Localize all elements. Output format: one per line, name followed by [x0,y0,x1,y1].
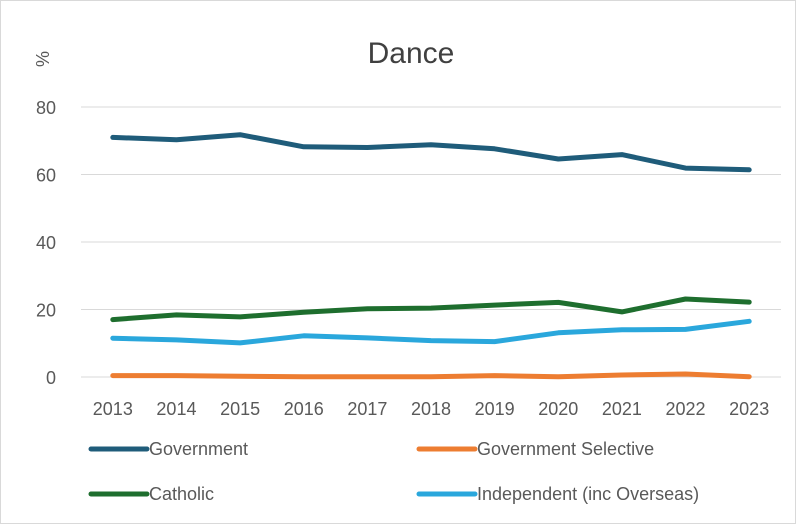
y-tick-label: 60 [36,166,56,186]
legend: Government Government Selective Catholic In… [88,439,699,504]
series-line-0 [110,132,752,173]
x-tick-label: 2020 [538,399,578,419]
legend-label: Government [149,439,248,459]
x-tick-label: 2016 [284,399,324,419]
legend-label: Catholic [149,484,214,504]
series-line-3 [110,318,752,346]
y-axis-label: % [33,51,53,67]
legend-item: Government Selective [416,439,654,459]
legend-item: Catholic [88,484,214,504]
series-line-2 [110,296,752,323]
legend-label: Independent (inc Overseas) [477,484,699,504]
chart-title: Dance [368,37,455,70]
x-tick-label: 2014 [156,399,196,419]
x-tick-label: 2018 [411,399,451,419]
series-lines [110,132,752,380]
x-tick-label: 2019 [475,399,515,419]
x-tick-label: 2017 [347,399,387,419]
y-axis-ticks: 0 20 40 60 80 [36,98,56,388]
legend-item: Government [88,439,248,459]
legend-item: Independent (inc Overseas) [416,484,699,504]
x-axis-ticks: 2013 2014 2015 2016 2017 2018 2019 2020 2021 2022… [93,399,769,419]
legend-label: Government Selective [477,439,654,459]
x-tick-label: 2023 [729,399,769,419]
y-tick-label: 20 [36,301,56,321]
y-tick-label: 40 [36,233,56,253]
x-tick-label: 2013 [93,399,133,419]
x-tick-label: 2021 [602,399,642,419]
y-tick-label: 80 [36,98,56,118]
gridlines [81,106,781,378]
series-line-1 [110,371,752,380]
x-tick-label: 2022 [666,399,706,419]
y-tick-label: 0 [46,368,56,388]
x-tick-label: 2015 [220,399,260,419]
